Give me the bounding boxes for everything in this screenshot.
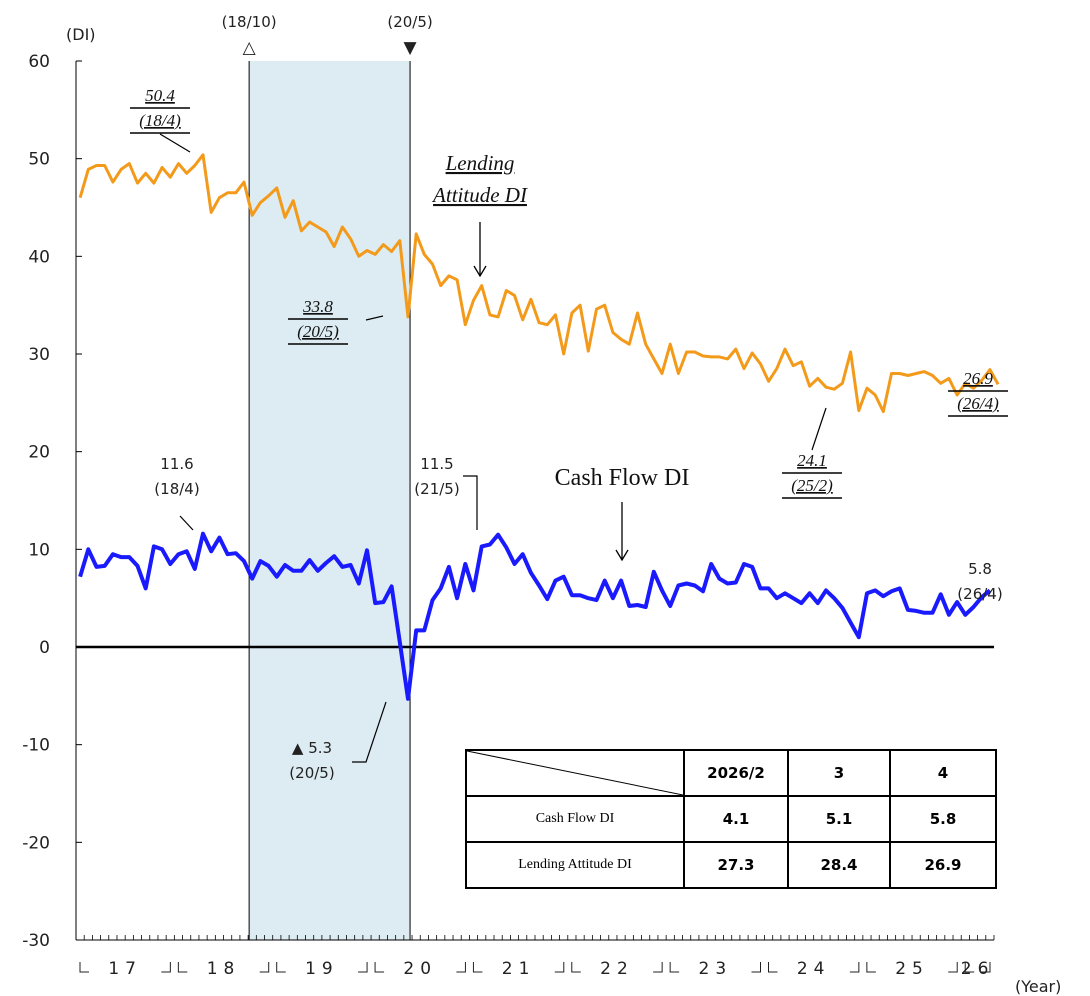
year-bracket-end [456, 962, 466, 973]
table-header-row: 2026/2 3 4 [465, 749, 997, 797]
annotation-value: 24.1 [797, 451, 827, 470]
x-axis-unit: (Year) [1015, 977, 1061, 996]
corner-diagonal [467, 751, 683, 795]
table-cell: 5.8 [889, 795, 997, 843]
annotation-leader [811, 407, 827, 451]
y-tick-label: 10 [28, 540, 50, 560]
year-bracket-end [554, 962, 565, 973]
year-bracket-start [768, 962, 778, 973]
annotation-leader [352, 701, 387, 763]
year-bracket-end [259, 962, 270, 973]
x-year-label: 21 [502, 959, 536, 979]
annotation-date: (25/2) [791, 476, 833, 495]
annotation-leader [365, 315, 384, 321]
cashflow-pointer-arrow-head [615, 549, 629, 562]
x-year-label: 20 [403, 959, 437, 979]
table-row-label: Lending Attitude DI [465, 841, 685, 889]
year-bracket-end [653, 962, 663, 973]
open-triangle-marker: △ [243, 38, 257, 58]
annotation-date: (20/5) [297, 322, 339, 341]
annotation-value: 11.6 [160, 455, 193, 473]
annotation-value: 50.4 [145, 86, 175, 105]
table-corner-cell [465, 749, 685, 797]
annotation-date: (18/4) [154, 480, 199, 498]
year-bracket-end [849, 962, 860, 973]
year-bracket-start [276, 962, 286, 973]
y-tick-label: 20 [28, 443, 50, 463]
y-tick-label: -20 [22, 833, 50, 853]
x-year-label: 24 [797, 959, 831, 979]
series-line-cash-flow [78, 531, 992, 701]
y-tick-label: 40 [28, 247, 50, 267]
year-bracket-start [472, 962, 483, 973]
table-cell: 4.1 [683, 795, 789, 843]
lending-series-title: Lending [445, 151, 515, 175]
series-line-lending-attitude [78, 153, 1000, 414]
table-header-cell: 2026/2 [683, 749, 789, 797]
shade-end-label: (20/5) [387, 13, 432, 31]
year-bracket-end [161, 962, 171, 973]
annotation-date: (26/4) [957, 585, 1002, 603]
year-bracket-end [981, 962, 991, 973]
annotation-leader [159, 133, 191, 153]
x-year-label: 26 [961, 959, 995, 979]
table-cell: 26.9 [889, 841, 997, 889]
table-cell: 27.3 [683, 841, 789, 889]
year-bracket-start [177, 962, 188, 973]
table-row-label: Cash Flow DI [465, 795, 685, 843]
year-bracket-end [358, 962, 368, 973]
table-row: Lending Attitude DI 27.3 28.4 26.9 [465, 841, 997, 889]
filled-triangle-marker: ▼ [404, 38, 418, 58]
year-bracket-start [79, 962, 89, 973]
table-cell: 5.1 [787, 795, 891, 843]
y-tick-label: 0 [39, 638, 50, 658]
year-bracket-end [948, 962, 958, 973]
x-year-label: 23 [699, 959, 733, 979]
annotation-value: ▲ 5.3 [292, 739, 332, 757]
annotation-value: 26.9 [963, 369, 993, 388]
table-row: Cash Flow DI 4.1 5.1 5.8 [465, 795, 997, 843]
annotation-date: (20/5) [289, 764, 334, 782]
x-year-label: 17 [108, 959, 142, 979]
year-bracket-start [374, 962, 385, 973]
table-header-cell: 4 [889, 749, 997, 797]
x-year-label: 25 [895, 959, 929, 979]
y-tick-label: -10 [22, 736, 50, 756]
cashflow-series-title: Cash Flow DI [555, 465, 690, 491]
y-tick-label: 60 [28, 52, 50, 72]
annotation-date: (21/5) [414, 480, 459, 498]
year-bracket-start [669, 962, 680, 973]
annotation-leader [179, 515, 194, 531]
y-tick-label: 50 [28, 150, 50, 170]
year-bracket-start [866, 962, 876, 973]
lending-series-title: Attitude DI [431, 183, 528, 207]
x-year-label: 19 [305, 959, 339, 979]
y-tick-label: -30 [22, 931, 50, 951]
shaded-period [249, 61, 411, 940]
annotation-date: (18/4) [139, 111, 181, 130]
table-cell: 28.4 [787, 841, 891, 889]
x-year-label: 18 [207, 959, 241, 979]
annotation-date: (26/4) [957, 394, 999, 413]
summary-table: 2026/2 3 4 Cash Flow DI 4.1 5.1 5.8 Lend… [465, 749, 997, 889]
year-bracket-start [571, 962, 581, 973]
y-tick-label: 30 [28, 345, 50, 365]
x-year-label: 22 [600, 959, 634, 979]
shade-start-label: (18/10) [222, 13, 277, 31]
y-axis-unit: (DI) [66, 25, 96, 44]
lending-pointer-arrow-head [473, 265, 487, 278]
annotation-value: 33.8 [302, 297, 333, 316]
year-bracket-end [751, 962, 761, 973]
year-bracket-start [964, 962, 975, 973]
table-header-cell: 3 [787, 749, 891, 797]
annotation-value: 11.5 [420, 455, 453, 473]
annotation-value: 5.8 [968, 560, 992, 578]
annotation-leader [463, 475, 478, 530]
